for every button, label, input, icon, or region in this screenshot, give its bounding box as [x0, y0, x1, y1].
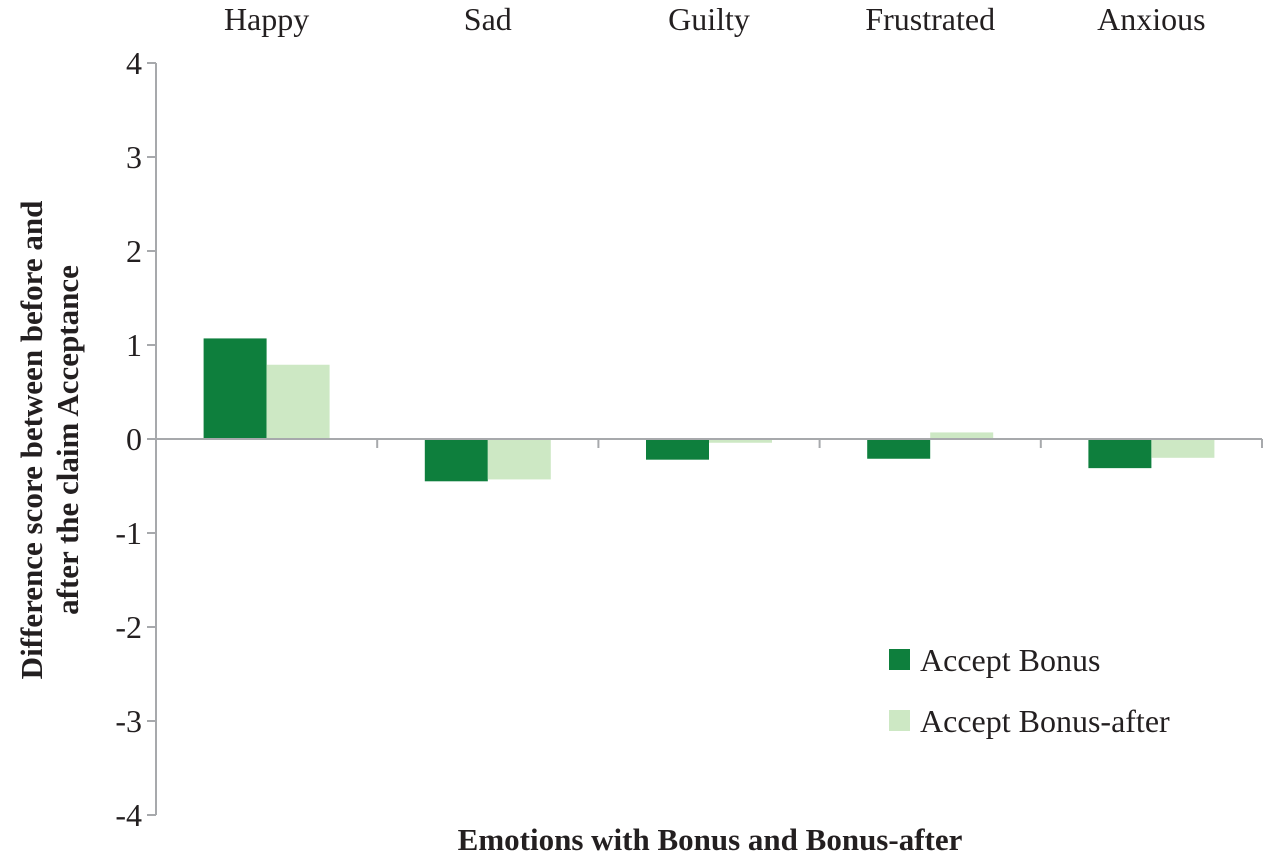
category-label-happy: Happy [224, 1, 309, 37]
y-axis-title-line-1: Difference score between before and [14, 201, 49, 680]
bar-sad-series-1 [424, 439, 488, 482]
bar-happy-series-1 [203, 338, 267, 439]
bar-anxious-series-1 [1088, 439, 1152, 469]
y-tick-label: -2 [115, 609, 142, 645]
category-label-anxious: Anxious [1097, 1, 1205, 37]
bars [203, 338, 1215, 482]
bar-guilty-series-2 [709, 439, 772, 443]
category-labels: Happy Sad Guilty Frustrated Anxious [224, 1, 1206, 37]
legend-label-series-2: Accept Bonus-after [920, 703, 1170, 739]
y-tick-label: -4 [115, 797, 142, 833]
y-tick-label: 2 [126, 233, 142, 269]
y-axis-ticks: 4 3 2 1 0 -1 -2 -3 -4 [115, 45, 156, 833]
category-label-sad: Sad [464, 1, 512, 37]
legend-label-series-1: Accept Bonus [920, 642, 1100, 678]
y-tick-label: -3 [115, 703, 142, 739]
bar-frustrated-series-2 [930, 432, 994, 439]
y-tick-label: -1 [115, 515, 142, 551]
legend: Accept Bonus Accept Bonus-after [889, 642, 1170, 739]
legend-swatch-series-1 [889, 649, 910, 670]
y-tick-label: 0 [126, 421, 142, 457]
bar-guilty-series-1 [646, 439, 709, 460]
y-axis-title: Difference score between before and afte… [14, 201, 85, 680]
y-axis-title-line-2: after the claim Acceptance [50, 265, 85, 615]
bar-frustrated-series-1 [867, 439, 931, 459]
category-label-frustrated: Frustrated [865, 1, 995, 37]
axes [155, 63, 1263, 815]
y-tick-label: 1 [126, 327, 142, 363]
y-tick-label: 3 [126, 139, 142, 175]
legend-swatch-series-2 [889, 710, 910, 731]
category-label-guilty: Guilty [668, 1, 750, 37]
bar-happy-series-2 [266, 364, 330, 439]
x-axis-title: Emotions with Bonus and Bonus-after [458, 822, 963, 857]
y-tick-label: 4 [126, 45, 142, 81]
bar-anxious-series-2 [1151, 439, 1215, 458]
bar-sad-series-2 [487, 439, 551, 480]
